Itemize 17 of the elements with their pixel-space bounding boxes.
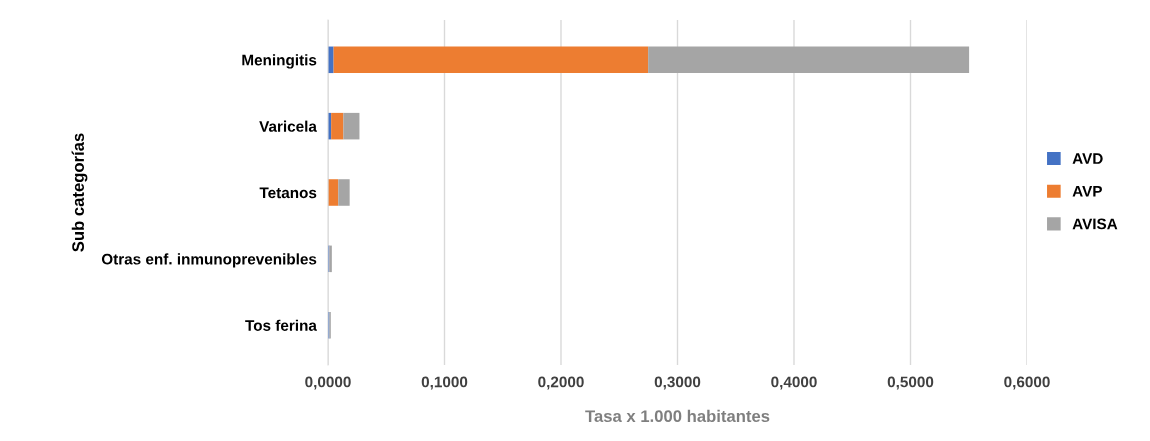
x-axis-title: Tasa x 1.000 habitantes [585,409,770,423]
x-tick-label: 0,4000 [771,376,817,390]
y-tick-label: Otras enf. inmunoprevenibles [101,253,317,268]
x-tick-label: 0,1000 [421,376,468,390]
x-tick-label: 0,0000 [305,376,351,390]
legend-label: AVD [1072,153,1103,164]
x-tick-label: 0,3000 [654,376,701,390]
x-tick-label: 0,6000 [1004,376,1050,390]
x-tick-label: 0,5000 [887,376,934,390]
x-tick-label: 0,2000 [538,376,584,390]
y-tick-label: Meningitis [242,54,317,69]
y-tick-label: Varicela [259,120,317,132]
legend-label: AVP [1072,185,1102,197]
y-axis-title: Sub categorías [71,133,88,252]
y-tick-label: Tetanos [259,187,317,199]
y-tick-label: Tos ferina [245,319,317,331]
legend-label: AVISA [1072,218,1118,230]
